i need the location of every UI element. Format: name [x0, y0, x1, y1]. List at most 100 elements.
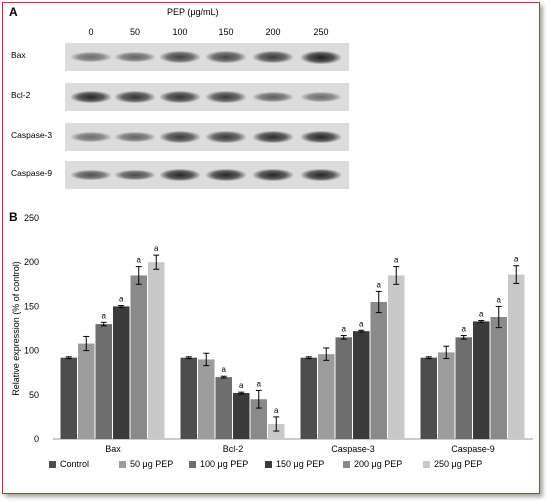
bar: [198, 359, 215, 439]
bar: [215, 377, 232, 439]
blot-band: [115, 132, 155, 142]
legend-swatch: [423, 461, 430, 468]
bar: [388, 275, 405, 439]
bar: [78, 343, 95, 439]
blot-band: [206, 91, 246, 103]
significance-label: a: [342, 325, 347, 334]
bar: [95, 324, 112, 439]
significance-label: a: [222, 365, 227, 374]
significance-label: a: [274, 406, 279, 415]
protein-label: Caspase-3: [11, 130, 53, 140]
y-tick-label: 100: [24, 346, 39, 356]
blot-band: [301, 92, 341, 102]
panel-b-letter: B: [9, 210, 18, 224]
bar: [490, 317, 507, 439]
bar: [420, 357, 437, 439]
significance-label: a: [257, 379, 262, 388]
legend-label: 250 μg PEP: [434, 459, 482, 469]
blot-band: [253, 51, 293, 63]
protein-label: Bax: [11, 50, 26, 60]
legend-swatch: [49, 461, 56, 468]
x-category-label: Bax: [105, 444, 121, 454]
concentration-label: 250: [313, 27, 329, 37]
panel-a-letter: A: [9, 5, 18, 19]
blot-band: [160, 131, 200, 143]
concentration-label: 150: [218, 27, 234, 37]
blot-band: [301, 130, 341, 144]
blot-band: [253, 92, 293, 102]
legend-swatch: [189, 461, 196, 468]
concentration-label: 100: [172, 27, 188, 37]
bar: [113, 306, 130, 439]
protein-label: Caspase-9: [11, 168, 53, 178]
legend-label: 150 μg PEP: [276, 459, 324, 469]
legend-swatch: [265, 461, 272, 468]
blot-band: [160, 91, 200, 103]
y-tick-label: 250: [24, 213, 39, 223]
significance-label: a: [102, 311, 107, 320]
significance-label: a: [462, 325, 467, 334]
legend-label: 50 μg PEP: [130, 459, 173, 469]
concentration-label: 50: [129, 27, 140, 37]
y-axis-label: Relative expression (% of control): [11, 261, 21, 396]
concentration-label: 200: [265, 27, 281, 37]
significance-label: a: [137, 256, 142, 265]
y-tick-label: 50: [29, 390, 39, 400]
y-tick-label: 150: [24, 301, 39, 311]
legend-swatch: [119, 461, 126, 468]
panel-a-header: PEP (μg/mL): [167, 7, 219, 17]
legend-label: 200 μg PEP: [354, 459, 402, 469]
bar: [300, 357, 317, 439]
concentration-label: 0: [88, 27, 94, 37]
blot-band: [71, 90, 111, 104]
protein-label: Bcl-2: [11, 90, 31, 100]
significance-label: a: [154, 244, 159, 253]
blot-band: [160, 168, 200, 182]
y-tick-label: 0: [34, 434, 39, 444]
bar: [353, 331, 370, 439]
blot-band: [160, 51, 200, 63]
bar: [473, 321, 490, 439]
bar: [335, 337, 352, 439]
bar: [318, 354, 335, 439]
legend-swatch: [343, 461, 350, 468]
significance-label: a: [394, 256, 399, 265]
blot-band: [206, 51, 246, 63]
blot-band: [301, 168, 341, 182]
significance-label: a: [359, 319, 364, 328]
significance-label: a: [479, 310, 484, 319]
significance-label: a: [497, 295, 502, 304]
bar: [148, 262, 165, 439]
significance-label: a: [239, 381, 244, 390]
figure-frame: A PEP (μg/mL) 0 50 100 150 200 250 Bax Bcl-2 Ca…: [2, 2, 540, 494]
x-category-label: Caspase-3: [331, 444, 375, 454]
significance-label: a: [119, 295, 124, 304]
blot-band: [206, 131, 246, 143]
bar-chart: Relative expression (% of control) 0 50 100…: [11, 213, 533, 469]
blot-band: [71, 169, 111, 181]
x-category-label: Bcl-2: [223, 444, 244, 454]
bar: [438, 352, 455, 439]
bar: [60, 357, 77, 439]
blot-band: [253, 130, 293, 144]
blot-band: [206, 168, 246, 182]
blot-band: [115, 91, 155, 103]
bar: [508, 274, 525, 439]
bar: [180, 357, 197, 439]
bar: [250, 399, 267, 439]
significance-label: a: [514, 255, 519, 264]
x-category-label: Caspase-9: [451, 444, 495, 454]
blot-band: [71, 52, 111, 62]
blot-band: [115, 169, 155, 181]
bar: [455, 337, 472, 439]
blot-band: [71, 132, 111, 142]
blot-band: [253, 168, 293, 182]
bar: [130, 275, 147, 439]
y-tick-label: 200: [24, 257, 39, 267]
legend-label: 100 μg PEP: [200, 459, 248, 469]
bar: [370, 301, 387, 439]
significance-label: a: [377, 280, 382, 289]
blot-band: [301, 50, 341, 64]
legend-label: Control: [60, 459, 89, 469]
bar: [233, 393, 250, 439]
